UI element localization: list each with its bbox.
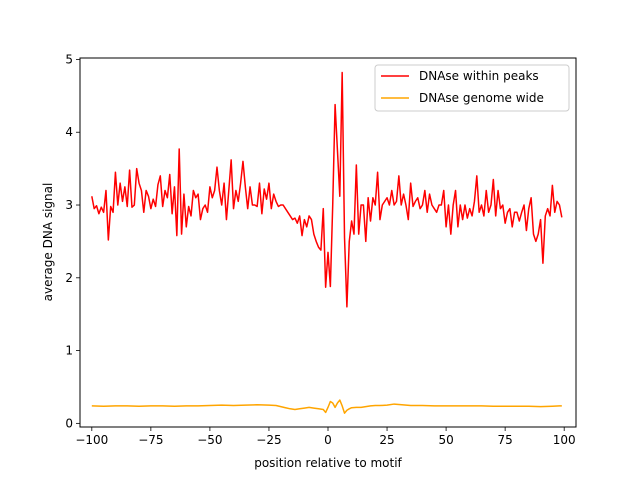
y-axis-title: average DNA signal: [41, 183, 55, 302]
legend-label-genome-wide: DNAse genome wide: [419, 91, 544, 105]
y-tick-label: 2: [65, 271, 73, 285]
legend-box: [374, 64, 570, 112]
x-tick-label: −100: [75, 433, 108, 447]
y-tick-label: 3: [65, 198, 73, 212]
x-tick-label: 100: [553, 433, 576, 447]
x-axis-title: position relative to motif: [254, 456, 402, 470]
x-tick-label: 75: [498, 433, 513, 447]
y-tick-label: 5: [65, 52, 73, 66]
legend: DNAse within peaks DNAse genome wide: [374, 64, 570, 112]
x-tick-label: −75: [138, 433, 163, 447]
x-tick-label: 0: [324, 433, 332, 447]
x-axis: −100 −75 −50 −25 0 25 50 75 100: [75, 427, 576, 447]
y-tick-label: 0: [65, 416, 73, 430]
y-tick-label: 4: [65, 125, 73, 139]
x-tick-label: 50: [438, 433, 453, 447]
y-axis: 0 1 2 3 4 5: [65, 52, 80, 430]
plot-lines: [91, 71, 563, 414]
legend-label-within-peaks: DNAse within peaks: [419, 69, 539, 83]
x-tick-label: 25: [379, 433, 394, 447]
y-tick-label: 1: [65, 344, 73, 358]
series-line-dnase-genome-wide: [91, 399, 562, 414]
x-tick-label: −50: [197, 433, 222, 447]
x-tick-label: −25: [256, 433, 281, 447]
series-line-dnase-within-peaks: [91, 71, 563, 308]
